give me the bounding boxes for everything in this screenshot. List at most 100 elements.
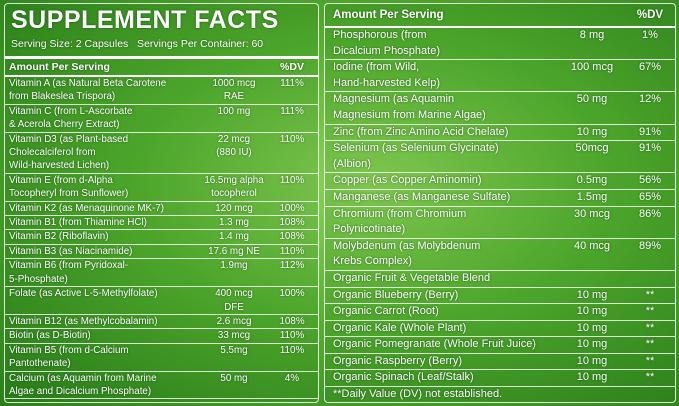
nutrient-row: Organic Pomegranate (Whole Fruit Juice) 1… xyxy=(325,337,675,354)
amount-line: 120 mcg xyxy=(215,202,253,214)
amount: 400 mcg DFE xyxy=(201,287,267,314)
daily-value: ** xyxy=(625,370,675,386)
name-line: Cholecalciferol from xyxy=(9,147,96,159)
nutrient-row: Vitamin D3 (as Plant-based Cholecalcifero… xyxy=(5,133,318,174)
dv-text: 110% xyxy=(279,344,305,356)
amount: 10 mg xyxy=(559,321,625,337)
nutrient-row: Chromium (from Chromium Polynicotinate) 30… xyxy=(325,207,675,239)
daily-value: 110% xyxy=(267,133,317,173)
amount-line: 10 mg xyxy=(576,338,608,351)
amount: 10 mg xyxy=(559,337,625,353)
nutrient-row: Vitamin B2 (Riboflavin) 1.4 mg 108% xyxy=(5,230,318,245)
name-line: Vitamin K2 (as Menaquinone MK-7) xyxy=(9,202,165,214)
daily-value: 86% xyxy=(625,207,675,238)
name-line: Vitamin B12 (as Methylcobalamin) xyxy=(9,315,158,327)
daily-value: 111% xyxy=(267,77,317,104)
nutrient-row: Vitamin K2 (as Menaquinone MK-7) 120 mcg 1… xyxy=(5,202,318,217)
dv-text: ** xyxy=(645,305,655,318)
dv-text: 91% xyxy=(638,125,662,138)
nutrient-name: Vitamin D3 (as Plant-based Cholecalcifero… xyxy=(9,133,201,173)
nutrient-name: Selenium (as Selenium Glycinate) (Albion) xyxy=(333,141,559,172)
daily-value: 110% xyxy=(267,245,317,258)
dv-text: 4% xyxy=(284,372,300,384)
dv-text: 108% xyxy=(279,217,305,229)
name-line: Organic Blueberry (Berry) xyxy=(333,288,459,301)
dv-text: ** xyxy=(645,321,655,334)
amount: 120 mcg xyxy=(201,202,267,215)
dv-text: ** xyxy=(645,371,655,384)
name-line: Vitamin B1 (from Thiamine HCl) xyxy=(9,217,147,229)
nutrient-name: Calcium (as Aquamin from Marine Algae and… xyxy=(9,372,201,399)
name-line: Vitamin B6 (from Pyridoxal- xyxy=(9,260,129,272)
nutrient-name: Organic Raspberry (Berry) xyxy=(333,354,559,370)
name-line: (Albion) xyxy=(333,157,371,170)
nutrient-row: Iodine (from Wild, Hand-harvested Kelp) 10… xyxy=(325,60,675,93)
nutrient-row: Organic Raspberry (Berry) 10 mg ** xyxy=(325,354,675,371)
amount-line: 100 mg xyxy=(217,105,251,117)
daily-value: 112% xyxy=(267,259,317,286)
nutrient-name: Zinc (from Zinc Amino Acid Chelate) xyxy=(333,125,559,141)
nutrient-row: Vitamin B1 (from Thiamine HCl) 1.3 mg 108% xyxy=(5,216,318,231)
header-text: %DV xyxy=(280,61,304,73)
name-line: Magnesium from Marine Algae) xyxy=(333,108,486,121)
nutrient-name: Vitamin B1 (from Thiamine HCl) xyxy=(9,216,201,229)
name-line: from Blakeslea Trispora) xyxy=(9,91,116,103)
nutrient-row: Vitamin C (from L-Ascorbate & Acerola Che… xyxy=(5,105,318,133)
nutrient-name: Folate (as Active L-5-Methylfolate) xyxy=(9,287,201,314)
amount: 8 mg xyxy=(559,28,625,59)
name-line: Chromium (from Chromium xyxy=(333,207,467,220)
dv-text: 110% xyxy=(279,133,305,145)
name-line: Copper (as Copper Aminomin) xyxy=(333,174,482,187)
dv-text: 111% xyxy=(280,105,304,117)
dv-text: 12% xyxy=(638,93,662,106)
name-line: Biotin (as D-Biotin) xyxy=(9,330,91,342)
amount-line: RAE xyxy=(223,91,245,103)
name-line: Wild-harvested Lichen) xyxy=(9,160,110,172)
nutrient-row: Calcium (as Aquamin from Marine Algae and… xyxy=(5,372,318,400)
dv-text: 89% xyxy=(638,239,662,252)
daily-value: ** xyxy=(625,288,675,304)
nutrient-name: Phosphorous (from Dicalcium Phosphate) xyxy=(333,28,559,59)
daily-value: ** xyxy=(625,354,675,370)
dv-text: 110% xyxy=(279,330,305,342)
amount-line: 10 mg xyxy=(576,321,608,334)
amount-line: 0.5mg xyxy=(576,174,608,187)
nutrient-name: Organic Pomegranate (Whole Fruit Juice) xyxy=(333,337,559,353)
name-line: Vitamin C (from L-Ascorbate xyxy=(9,105,133,117)
nutrient-row: Organic Blueberry (Berry) 10 mg ** xyxy=(325,288,675,305)
daily-value: 4% xyxy=(267,372,317,399)
amount: 1.5mg xyxy=(559,190,625,206)
footnote: **Daily Value (DV) not established. xyxy=(333,388,503,401)
dv-text: 100% xyxy=(279,202,305,214)
amount: 50 mg xyxy=(201,372,267,399)
daily-value: 108% xyxy=(267,315,317,328)
nutrient-row: Organic Carrot (Root) 10 mg ** xyxy=(325,304,675,321)
daily-value: 110% xyxy=(267,344,317,371)
nutrient-name: Iodine (from Wild, Hand-harvested Kelp) xyxy=(333,60,559,91)
name-line: Manganese (as Manganese Sulfate) xyxy=(333,190,511,203)
nutrient-name: Vitamin B6 (from Pyridoxal- 5-Phosphate) xyxy=(9,259,201,286)
daily-value: 100% xyxy=(267,202,317,215)
amount: 10 mg xyxy=(559,354,625,370)
daily-value: 12% xyxy=(625,92,675,123)
nutrient-name: Vitamin B3 (as Niacinamide) xyxy=(9,245,201,258)
name-line: Organic Carrot (Root) xyxy=(333,305,439,318)
nutrient-name: Organic Carrot (Root) xyxy=(333,304,559,320)
daily-value: 110% xyxy=(267,174,317,201)
name-line: Algae and Dicalcium Phosphate) xyxy=(9,385,152,397)
nutrient-row: Vitamin B3 (as Niacinamide) 17.6 mg NE 110… xyxy=(5,245,318,260)
nutrient-name: Biotin (as D-Biotin) xyxy=(9,329,201,342)
name-line: Organic Fruit & Vegetable Blend xyxy=(333,271,491,284)
name-line: Organic Raspberry (Berry) xyxy=(333,354,462,367)
dv-text: 1% xyxy=(642,29,658,41)
amount: 0.5mg xyxy=(559,173,625,189)
amount-line: 33 mcg xyxy=(217,330,251,342)
amount-line: DFE xyxy=(224,301,244,313)
dv-text: ** xyxy=(645,288,655,301)
daily-value: 65% xyxy=(625,190,675,206)
amount-line: 40 mcg xyxy=(573,239,611,252)
amount-line: 22 mcg xyxy=(217,133,251,145)
amount-line: 10 mg xyxy=(576,354,608,367)
nutrient-name: Magnesium (as Aquamin Magnesium from Mari… xyxy=(333,92,559,123)
